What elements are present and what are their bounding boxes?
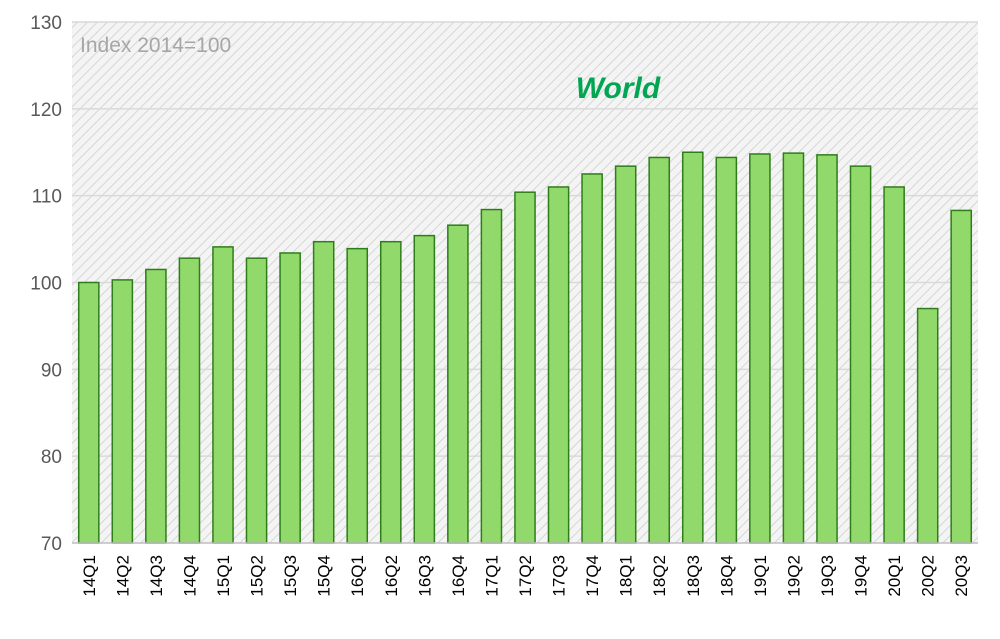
bar: [480, 208, 503, 544]
x-tick-label: 14Q3: [147, 555, 166, 597]
bar: [883, 186, 905, 544]
bar: [279, 252, 301, 544]
bar: [782, 152, 805, 544]
y-tick-label: 100: [30, 274, 62, 295]
x-tick-label: 14Q4: [180, 555, 199, 597]
x-tick-label: 18Q3: [684, 555, 703, 597]
bar: [312, 240, 335, 544]
x-tick-label: 20Q2: [919, 555, 938, 597]
x-tick-label: 17Q3: [550, 555, 569, 597]
bar: [614, 165, 637, 544]
y-axis-tick-labels: 70 80 90 100 110 120 130: [30, 13, 62, 555]
bar: [77, 281, 100, 544]
x-tick-label: 17Q2: [516, 555, 535, 597]
bar: [547, 186, 570, 544]
x-tick-label: 19Q3: [818, 555, 837, 597]
bar: [581, 173, 603, 544]
bar: [212, 246, 234, 544]
x-tick-label: 16Q3: [415, 555, 434, 597]
x-tick-label: 16Q1: [348, 555, 367, 597]
y-tick-label: 130: [30, 13, 62, 34]
bar: [447, 224, 469, 544]
bar: [413, 234, 436, 544]
y-tick-label: 110: [32, 187, 62, 208]
x-tick-label: 15Q3: [281, 555, 300, 597]
x-tick-label: 18Q1: [617, 555, 636, 597]
bar: [178, 257, 201, 544]
chart-title: World: [576, 72, 661, 105]
x-tick-label: 19Q2: [784, 555, 803, 597]
bar: [950, 209, 973, 544]
bars: [77, 151, 973, 544]
x-tick-label: 17Q4: [583, 555, 602, 597]
x-tick-label: 14Q2: [113, 555, 132, 597]
x-tick-label: 17Q1: [482, 555, 501, 597]
x-tick-label: 20Q3: [952, 555, 971, 597]
y-tick-label: 80: [41, 447, 62, 468]
bar: [681, 151, 704, 544]
y-tick-label: 90: [41, 360, 62, 381]
x-tick-label: 19Q4: [852, 555, 871, 597]
bar: [648, 156, 671, 544]
x-tick-label: 16Q4: [449, 555, 468, 597]
bar: [849, 165, 872, 544]
bar: [145, 268, 167, 544]
bar: [346, 247, 369, 544]
bar: [749, 153, 771, 544]
x-axis-tick-labels: 14Q1 14Q2 14Q3 14Q4 15Q1 15Q2 15Q3 15Q4 16Q1 16Q2…: [80, 555, 971, 597]
bar: [715, 156, 738, 544]
y-tick-label: 120: [30, 100, 62, 121]
index-note: Index 2014=100: [80, 34, 231, 57]
bar: [514, 191, 536, 544]
bar: [379, 240, 402, 544]
bar: [816, 154, 838, 544]
bar: [111, 279, 134, 544]
x-tick-label: 18Q4: [717, 555, 736, 597]
bar: [916, 307, 939, 544]
x-tick-label: 18Q2: [650, 555, 669, 597]
bar: [245, 257, 268, 544]
x-tick-label: 20Q1: [885, 555, 904, 597]
x-tick-label: 15Q4: [315, 555, 334, 597]
x-tick-label: 16Q2: [382, 555, 401, 597]
y-tick-label: 70: [41, 534, 62, 555]
x-tick-label: 15Q2: [248, 555, 267, 597]
x-tick-label: 19Q1: [751, 555, 770, 597]
x-tick-label: 14Q1: [80, 555, 99, 597]
x-tick-label: 15Q1: [214, 555, 233, 597]
